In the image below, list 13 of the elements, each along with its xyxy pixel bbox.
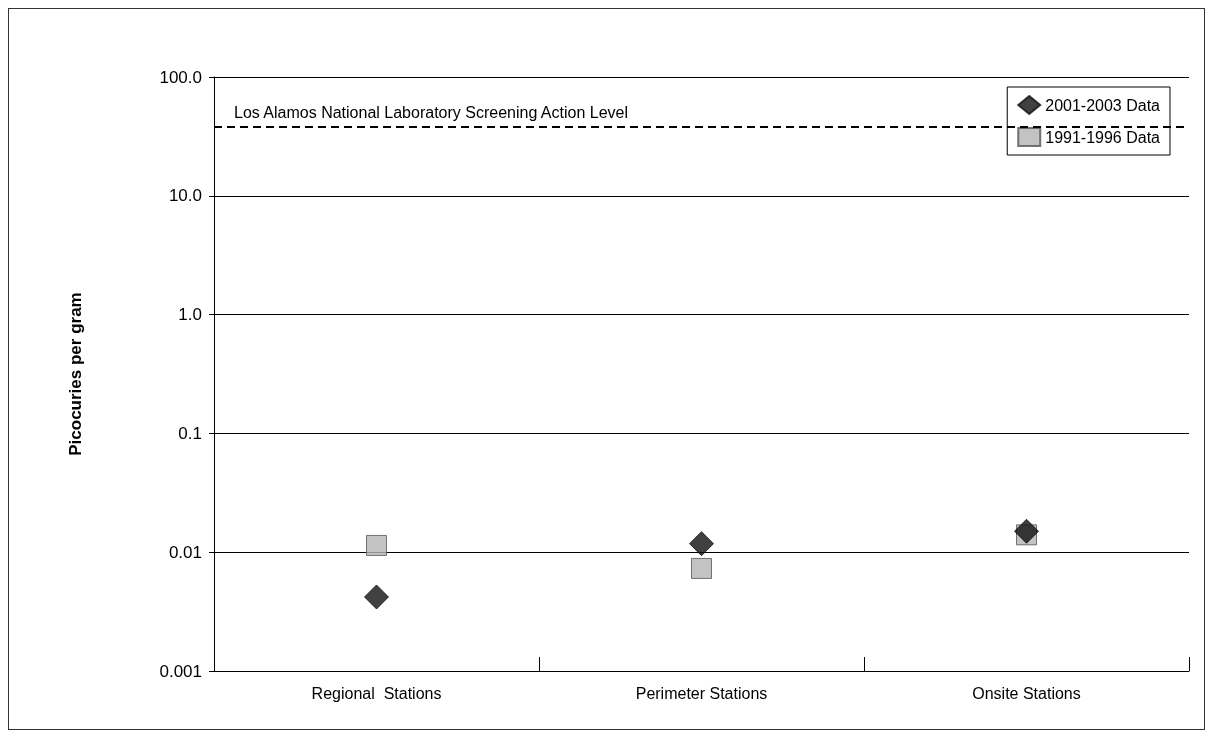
y-tick-label: 100.0: [159, 67, 202, 87]
y-axis-title: Picocuries per gram: [66, 292, 85, 456]
legend-label: 1991-1996 Data: [1045, 128, 1161, 146]
y-tick-label: 0.1: [178, 423, 202, 443]
x-tick-label: Perimeter Stations: [635, 684, 768, 702]
x-tick-label: Regional Stations: [311, 684, 442, 702]
y-tick-label: 10.0: [168, 186, 202, 206]
ref-line-label: Los Alamos National Laboratory Screening Action Level: [234, 104, 629, 122]
y-tick-label: 1.0: [178, 305, 202, 325]
y-tick-label: 0.01: [168, 542, 202, 562]
x-tick-label: Onsite Stations: [972, 684, 1081, 702]
y-tick-label: 0.001: [159, 661, 202, 681]
legend-label: 2001-2003 Data: [1045, 96, 1161, 114]
